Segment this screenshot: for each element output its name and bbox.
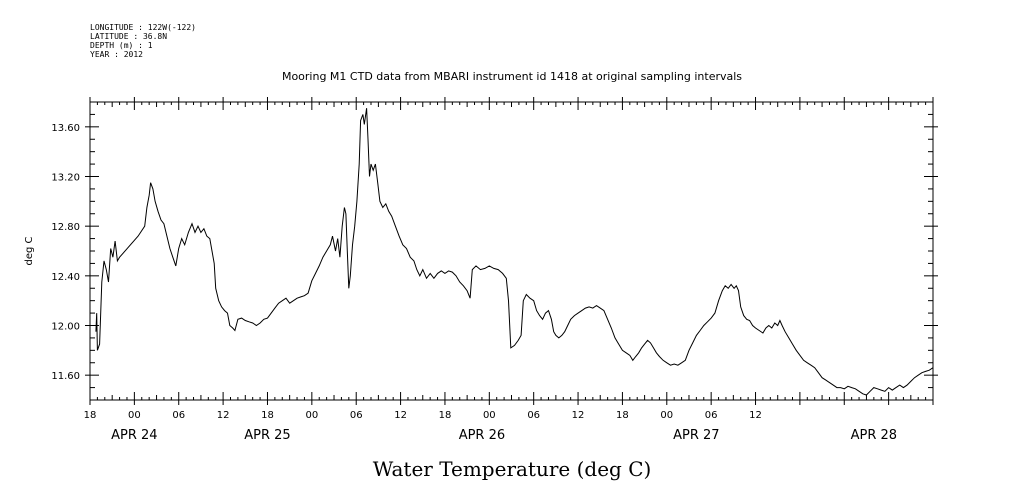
- meta-depth: DEPTH (m) : 1: [90, 41, 153, 50]
- day-label: APR 24: [111, 428, 157, 443]
- day-labels: APR 24 APR 25 APR 26 APR 27 APR 28: [111, 428, 897, 443]
- day-label: APR 25: [244, 428, 290, 443]
- y-tick-label: 12.80: [51, 222, 80, 233]
- x-tick-label: 00: [128, 410, 141, 421]
- y-tick-label: 12.00: [51, 322, 80, 333]
- x-tick-label: 06: [705, 410, 718, 421]
- metadata-block: LONGITUDE : 122W(-122) LATITUDE : 36.8N …: [90, 23, 196, 59]
- y-tick-label: 13.60: [51, 123, 80, 134]
- x-axis-label: Water Temperature (deg C): [373, 457, 652, 481]
- x-tick-label: 06: [350, 410, 363, 421]
- x-tick-label: 18: [439, 410, 452, 421]
- plot-frame: [89, 101, 934, 401]
- x-tick-label: 00: [483, 410, 496, 421]
- day-label: APR 28: [851, 428, 897, 443]
- y-axis-label: deg C: [24, 236, 35, 265]
- x-tick-label: 12: [217, 410, 230, 421]
- x-tick-label: 00: [305, 410, 318, 421]
- day-label: APR 26: [459, 428, 505, 443]
- day-label: APR 27: [673, 428, 719, 443]
- series-group: [95, 108, 934, 396]
- x-tick-label: 12: [572, 410, 585, 421]
- y-tick-label: 12.40: [51, 272, 80, 283]
- x-tick-label: 12: [394, 410, 407, 421]
- meta-longitude: LONGITUDE : 122W(-122): [90, 23, 196, 32]
- x-tick-label: 18: [84, 410, 97, 421]
- axis-ticks: [85, 97, 938, 405]
- x-tick-labels: 18 00 06 12 18 00 06 12 18 00 06 12 18 00 06 12: [84, 410, 762, 421]
- x-tick-label: 06: [527, 410, 540, 421]
- y-tick-label: 13.20: [51, 173, 80, 184]
- x-tick-label: 00: [660, 410, 673, 421]
- y-tick-label: 11.60: [51, 371, 80, 382]
- meta-year: YEAR : 2012: [90, 50, 143, 59]
- x-tick-label: 18: [261, 410, 274, 421]
- x-tick-label: 18: [616, 410, 629, 421]
- chart-title: Mooring M1 CTD data from MBARI instrumen…: [282, 70, 742, 83]
- meta-latitude: LATITUDE : 36.8N: [90, 32, 167, 41]
- y-tick-labels: 11.60 12.00 12.40 12.80 13.20 13.60: [51, 123, 80, 382]
- x-tick-label: 12: [749, 410, 762, 421]
- x-tick-label: 06: [172, 410, 185, 421]
- series-line-water-temperature: [95, 108, 934, 396]
